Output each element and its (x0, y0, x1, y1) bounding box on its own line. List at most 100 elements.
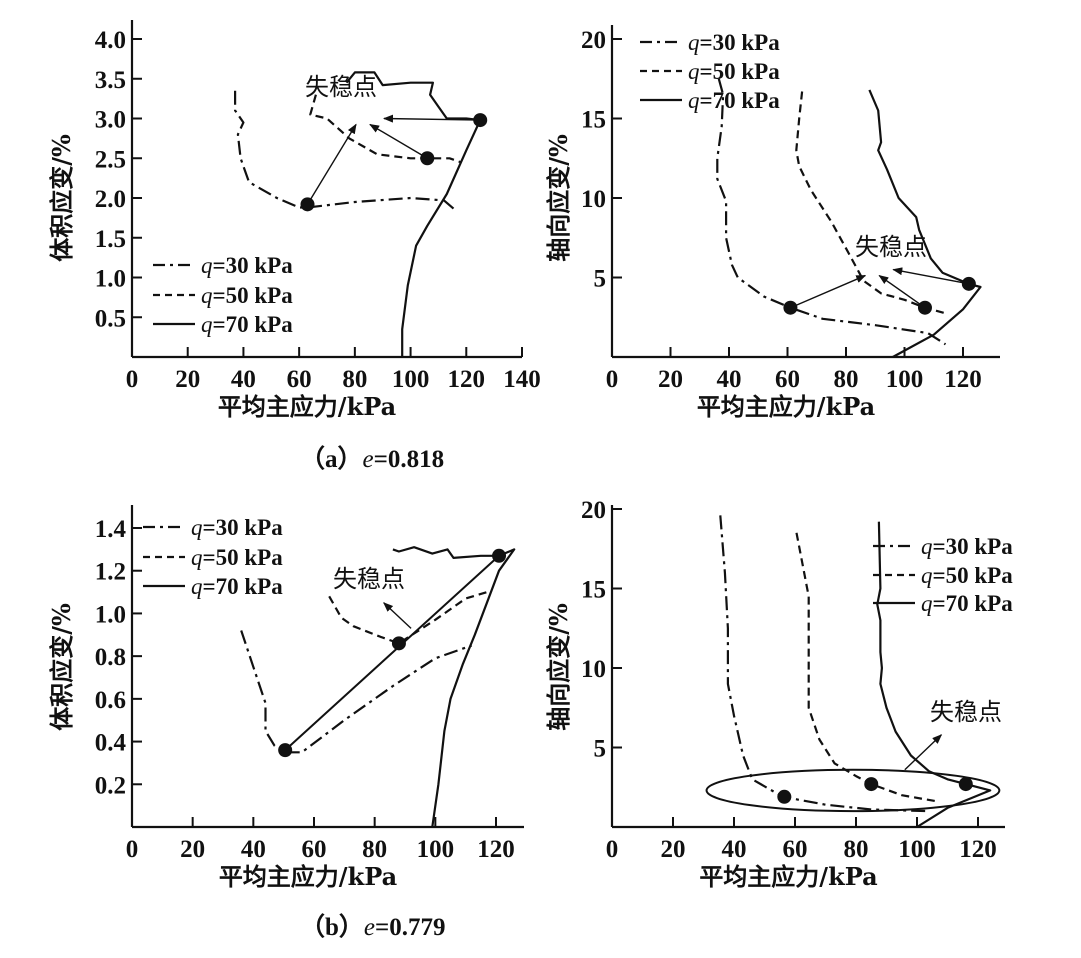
chart-b-volumetric-strain: 0 20 40 60 80 100 120 0.2 0.4 0.6 0.8 1.0 1.2 1.4 平均主应… (47, 505, 524, 891)
chart-a-volumetric-strain: 0 20 40 60 80 100 120 140 0.5 1.0 1.5 2.0 2.5 3.0 3.5 4… (47, 20, 541, 421)
legend-value: =70 kPa (700, 88, 781, 113)
legend-label: q=30 kPa (201, 253, 293, 278)
legend-variable: q (191, 545, 203, 570)
legend-value: =50 kPa (213, 283, 294, 308)
x-axis-label: 平均主应力/kPa (699, 862, 877, 891)
instability-point (420, 151, 435, 166)
series-line-q50 (795, 532, 939, 803)
legend-label: q=50 kPa (688, 59, 780, 84)
legend-label: q=30 kPa (191, 515, 283, 540)
x-tick-label: 20 (180, 836, 205, 863)
legend-label: q=70 kPa (688, 88, 780, 113)
y-tick-label: 5 (594, 736, 607, 763)
y-tick-label: 0.2 (95, 772, 126, 799)
x-tick-label: 60 (302, 836, 327, 863)
caption-a-label: （a） (300, 444, 363, 473)
y-axis-label: 轴向应变/% (544, 134, 573, 262)
y-tick-label: 20 (581, 497, 606, 524)
caption-b-value: =0.779 (375, 914, 446, 941)
y-axis-label: 轴向应变/% (544, 603, 573, 731)
x-tick-label: 100 (898, 836, 936, 863)
caption-a-value: =0.818 (374, 446, 445, 473)
y-tick-label: 1.0 (95, 601, 126, 628)
legend-variable: q (921, 591, 933, 616)
series-line-q70 (876, 521, 992, 828)
chart-a-axial-strain: 0 20 40 60 80 100 120 5 10 15 20 平均主应力/kPa 轴向应变/% 失稳点… (544, 25, 1000, 421)
x-axis-label: 平均主应力/kPa (219, 862, 397, 891)
series-line-q30 (234, 90, 456, 211)
x-tick-label: 100 (417, 836, 455, 863)
x-tick-label: 40 (241, 836, 266, 863)
y-tick-label: 1.4 (95, 516, 127, 543)
legend-value: =70 kPa (933, 591, 1014, 616)
legend-variable: q (688, 59, 700, 84)
legend-label: q=50 kPa (191, 545, 283, 570)
annotation-arrow (383, 114, 481, 123)
x-tick-label: 100 (886, 366, 924, 393)
series-line-q30 (719, 515, 930, 813)
instability-point (783, 300, 798, 315)
x-tick-label: 0 (126, 366, 139, 393)
y-tick-label: 2.0 (95, 186, 126, 213)
instability-point (473, 113, 488, 128)
x-tick-label: 120 (959, 836, 997, 863)
instability-point (777, 789, 792, 804)
legend-variable: q (191, 515, 203, 540)
y-tick-label: 10 (581, 186, 606, 213)
annotation-arrow (306, 123, 357, 205)
x-tick-label: 80 (844, 836, 869, 863)
series-line-q30 (716, 78, 947, 346)
instability-annotation: 失稳点 (930, 698, 1002, 726)
x-tick-label: 60 (775, 366, 800, 393)
x-tick-label: 80 (342, 366, 367, 393)
legend-value: =70 kPa (213, 312, 294, 337)
legend-variable: q (688, 30, 700, 55)
instability-point (917, 300, 932, 315)
legend-label: q=70 kPa (201, 312, 293, 337)
x-tick-label: 0 (606, 366, 619, 393)
x-tick-label: 40 (231, 366, 256, 393)
series-line-q70 (868, 89, 982, 358)
legend-label: q=30 kPa (921, 534, 1013, 559)
y-axis-label: 体积应变/% (47, 603, 76, 731)
legend-value: =50 kPa (933, 563, 1014, 588)
x-tick-label: 60 (287, 366, 312, 393)
x-tick-label: 80 (362, 836, 387, 863)
caption-a-var: e (363, 446, 374, 473)
legend-variable: q (921, 563, 933, 588)
series-line-q50 (328, 591, 488, 645)
legend-value: =30 kPa (700, 30, 781, 55)
caption-b-label: （b） (300, 912, 364, 941)
instability-point (391, 636, 406, 651)
caption-b: （b）e=0.779 (300, 912, 446, 941)
chart-b-axial-strain: 0 20 40 60 80 100 120 5 10 15 20 平均主应力/kPa 轴向应变/% 失稳点… (544, 497, 1013, 891)
annotation-arrow (878, 274, 926, 309)
instability-ellipse (705, 768, 1001, 813)
series-line-q70 (345, 71, 482, 357)
y-tick-label: 0.5 (95, 305, 126, 332)
x-axis-label: 平均主应力/kPa (697, 392, 875, 421)
y-tick-label: 1.5 (95, 226, 126, 253)
x-tick-label: 40 (722, 836, 747, 863)
instability-annotation: 失稳点 (305, 73, 377, 101)
y-tick-label: 1.2 (95, 559, 126, 586)
instability-point (958, 777, 973, 792)
legend-value: =70 kPa (203, 574, 284, 599)
legend-value: =30 kPa (213, 253, 294, 278)
legend-label: q=70 kPa (921, 591, 1013, 616)
x-tick-label: 140 (503, 366, 541, 393)
y-tick-label: 4.0 (95, 27, 126, 54)
x-tick-label: 20 (175, 366, 200, 393)
x-tick-label: 120 (477, 836, 515, 863)
annotation-arrow (790, 274, 867, 309)
instability-annotation: 失稳点 (855, 233, 927, 261)
y-tick-label: 3.5 (95, 67, 126, 94)
y-tick-label: 10 (581, 656, 606, 683)
x-tick-label: 20 (658, 366, 683, 393)
instability-line (284, 555, 500, 751)
legend-variable: q (921, 534, 933, 559)
legend-value: =50 kPa (203, 545, 284, 570)
series-line-q70 (392, 546, 516, 828)
x-tick-label: 80 (834, 366, 859, 393)
annotation-arrow (892, 267, 969, 285)
